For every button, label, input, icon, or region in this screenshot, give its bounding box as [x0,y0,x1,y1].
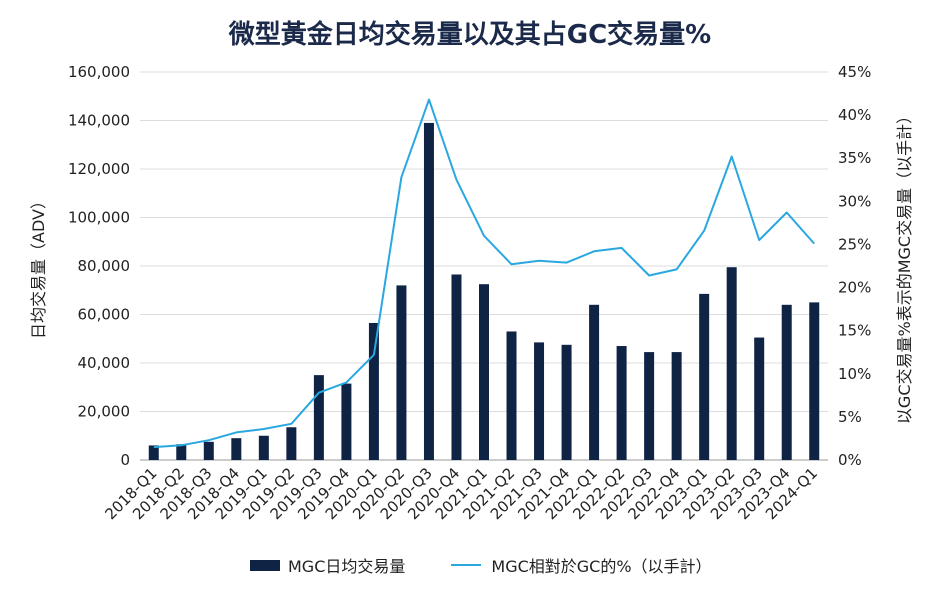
right-tick-label: 15% [838,322,871,340]
bar [699,293,710,460]
left-tick-label: 100,000 [68,209,130,227]
legend-label-bars: MGC日均交易量 [288,557,406,576]
bar [368,322,379,460]
bar [286,427,297,460]
bar [396,285,407,460]
bar [258,435,269,460]
bar [313,375,324,460]
bar [754,337,765,460]
legend-item-bars: MGC日均交易量 [250,553,405,577]
legend-bar-swatch [250,559,280,571]
left-tick-label: 0 [120,451,130,469]
bar [176,444,187,460]
left-tick-label: 60,000 [78,306,131,324]
left-tick-label: 40,000 [78,354,131,372]
x-axis-ticks: 2018-Q12018-Q22018-Q32018-Q42019-Q12019-… [102,464,822,523]
right-tick-label: 40% [838,106,871,124]
legend-line-swatch [451,564,482,566]
right-tick-label: 20% [838,279,871,297]
legend-label-line: MGC相對於GC的%（以手計） [491,557,712,576]
right-axis-ticks: 0% 5% 10% 15% 20% 25% 30% 35% 40% 45% [838,63,871,469]
bar [589,304,600,460]
bar [423,122,434,461]
left-tick-label: 120,000 [68,160,130,178]
right-tick-label: 45% [838,63,871,81]
left-tick-label: 140,000 [68,112,130,130]
bar [644,352,655,460]
bar [561,344,572,460]
left-tick-label: 20,000 [78,403,131,421]
legend-item-line: MGC相對於GC的%（以手計） [451,553,712,577]
bar [726,267,737,460]
percent-line [153,98,815,449]
bar [148,445,159,460]
bar [616,346,627,460]
right-axis-title: 以GC交易量%表示的MGC交易量（以手計） [895,108,914,424]
bar [479,284,489,460]
bar [671,352,682,460]
right-tick-label: 10% [838,365,871,383]
right-tick-label: 0% [838,451,862,469]
chart-title: 微型黃金日均交易量以及其占GC交易量% [228,20,712,50]
bar [341,383,352,460]
bar [809,302,820,460]
bar [451,274,462,460]
bar [534,342,545,460]
right-tick-label: 5% [838,408,862,426]
line-series [153,98,815,449]
left-axis-title: 日均交易量（ADV） [29,193,48,339]
legend: MGC日均交易量 MGC相對於GC的%（以手計） [250,553,758,577]
bar [506,331,517,460]
bar [231,438,242,460]
right-tick-label: 35% [838,149,871,167]
left-tick-label: 80,000 [78,257,131,275]
bar [781,304,792,460]
left-tick-label: 160,000 [68,63,130,81]
bar-series [148,122,820,461]
right-tick-label: 30% [838,192,871,210]
left-axis-ticks: 0 20,000 40,000 60,000 80,000 100,000 120,000 1… [68,63,130,469]
bar [203,441,214,460]
right-tick-label: 25% [838,235,871,253]
